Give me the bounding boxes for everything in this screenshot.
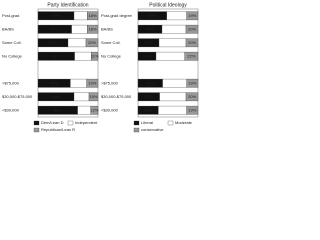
bar-segment <box>155 51 185 61</box>
y-tick-label: Post-grad <box>2 13 19 18</box>
legend-swatch <box>33 120 40 126</box>
bar-segment <box>85 38 99 48</box>
bar-segment <box>186 78 199 88</box>
bar-segment <box>71 24 88 34</box>
value-label: 41% <box>146 80 154 85</box>
chart-title: Party Identification <box>47 2 88 8</box>
bar-segment <box>77 105 91 115</box>
value-label: 36% <box>145 94 153 99</box>
bar-segment <box>73 11 88 21</box>
bar-segment <box>158 105 187 115</box>
chart: Party Identification Political Ideology … <box>2 2 199 133</box>
value-label: 11% <box>91 53 99 58</box>
value-label: 19% <box>188 107 196 112</box>
y-tick-label: >$75,000 <box>101 80 119 85</box>
plot-frame <box>137 8 199 118</box>
bar-segment <box>159 92 187 102</box>
y-tick-label: No College <box>2 53 23 58</box>
value-label: 34% <box>144 107 152 112</box>
bar-segment <box>185 92 199 102</box>
legend-label: Liberal <box>141 120 153 125</box>
y-tick-label: No College <box>101 53 122 58</box>
value-label: 20% <box>188 94 196 99</box>
y-tick-label: BA/BS <box>2 26 14 31</box>
bar-segment <box>186 11 199 21</box>
page: Party Identification Political Ideology … <box>2 2 199 133</box>
y-tick-label: >$75,000 <box>2 80 20 85</box>
legend-label: Republican/Lean R <box>41 127 75 132</box>
value-label: 15% <box>89 94 97 99</box>
value-label: 61% <box>52 53 60 58</box>
legend-swatch <box>133 120 140 126</box>
bar-segment <box>74 51 92 61</box>
bar-segment <box>158 38 187 48</box>
value-label: 48% <box>148 13 156 18</box>
legend-label: Independent <box>75 120 98 125</box>
value-label: 35% <box>144 40 152 45</box>
value-label: 40% <box>146 26 154 31</box>
legend-swatch <box>133 127 140 133</box>
legend-label: Dem/Lean D <box>41 120 64 125</box>
bar-segment <box>166 11 187 21</box>
value-label: 12% <box>90 107 98 112</box>
legend-swatch <box>33 127 40 133</box>
legend-label: Moderate <box>175 120 193 125</box>
value-label: 60% <box>52 13 60 18</box>
bar-segment <box>90 105 99 115</box>
legend-label: conservative <box>141 127 164 132</box>
y-tick-label: Post-grad degree <box>101 13 133 18</box>
y-tick-label: $30,000-$75,000 <box>2 94 33 99</box>
bar-segment <box>184 51 199 61</box>
value-label: 19% <box>88 80 96 85</box>
value-label: 66% <box>54 107 62 112</box>
value-label: 20% <box>88 40 96 45</box>
value-label: 60% <box>52 94 60 99</box>
bar-segment <box>162 78 187 88</box>
legend-swatch <box>167 120 174 126</box>
value-label: 20% <box>188 26 196 31</box>
bar-segment <box>73 92 90 102</box>
y-tick-label: <$30,000 <box>101 107 119 112</box>
bar-segment <box>91 51 99 61</box>
plot-frame <box>37 8 99 118</box>
y-tick-label: Some Coll. <box>101 40 121 45</box>
value-label: 19% <box>188 13 196 18</box>
bar-segment <box>161 24 187 34</box>
value-label: 18% <box>89 26 97 31</box>
value-label: 19% <box>188 80 196 85</box>
value-label: 22% <box>187 53 195 58</box>
bar-segment <box>185 24 199 34</box>
bar-segment <box>88 92 99 102</box>
y-tick-label: BA/BS <box>101 26 113 31</box>
value-label: 18% <box>89 13 97 18</box>
bar-segment <box>70 78 87 88</box>
bar-segment <box>186 105 199 115</box>
value-label: 54% <box>50 80 58 85</box>
value-label: 50% <box>49 40 57 45</box>
bar-segment <box>185 38 199 48</box>
bar-segment <box>87 11 99 21</box>
bar-segment <box>67 38 87 48</box>
chart-title: Political Ideology <box>149 2 187 8</box>
legend-swatch <box>67 120 74 126</box>
bar-segment <box>87 24 99 34</box>
y-tick-label: $30,000-$75,000 <box>101 94 132 99</box>
y-tick-label: <$30,000 <box>2 107 20 112</box>
y-tick-label: Some Coll. <box>2 40 22 45</box>
value-label: 30% <box>143 53 151 58</box>
bar-segment <box>86 78 99 88</box>
value-label: 56% <box>51 26 59 31</box>
value-label: 20% <box>188 40 196 45</box>
